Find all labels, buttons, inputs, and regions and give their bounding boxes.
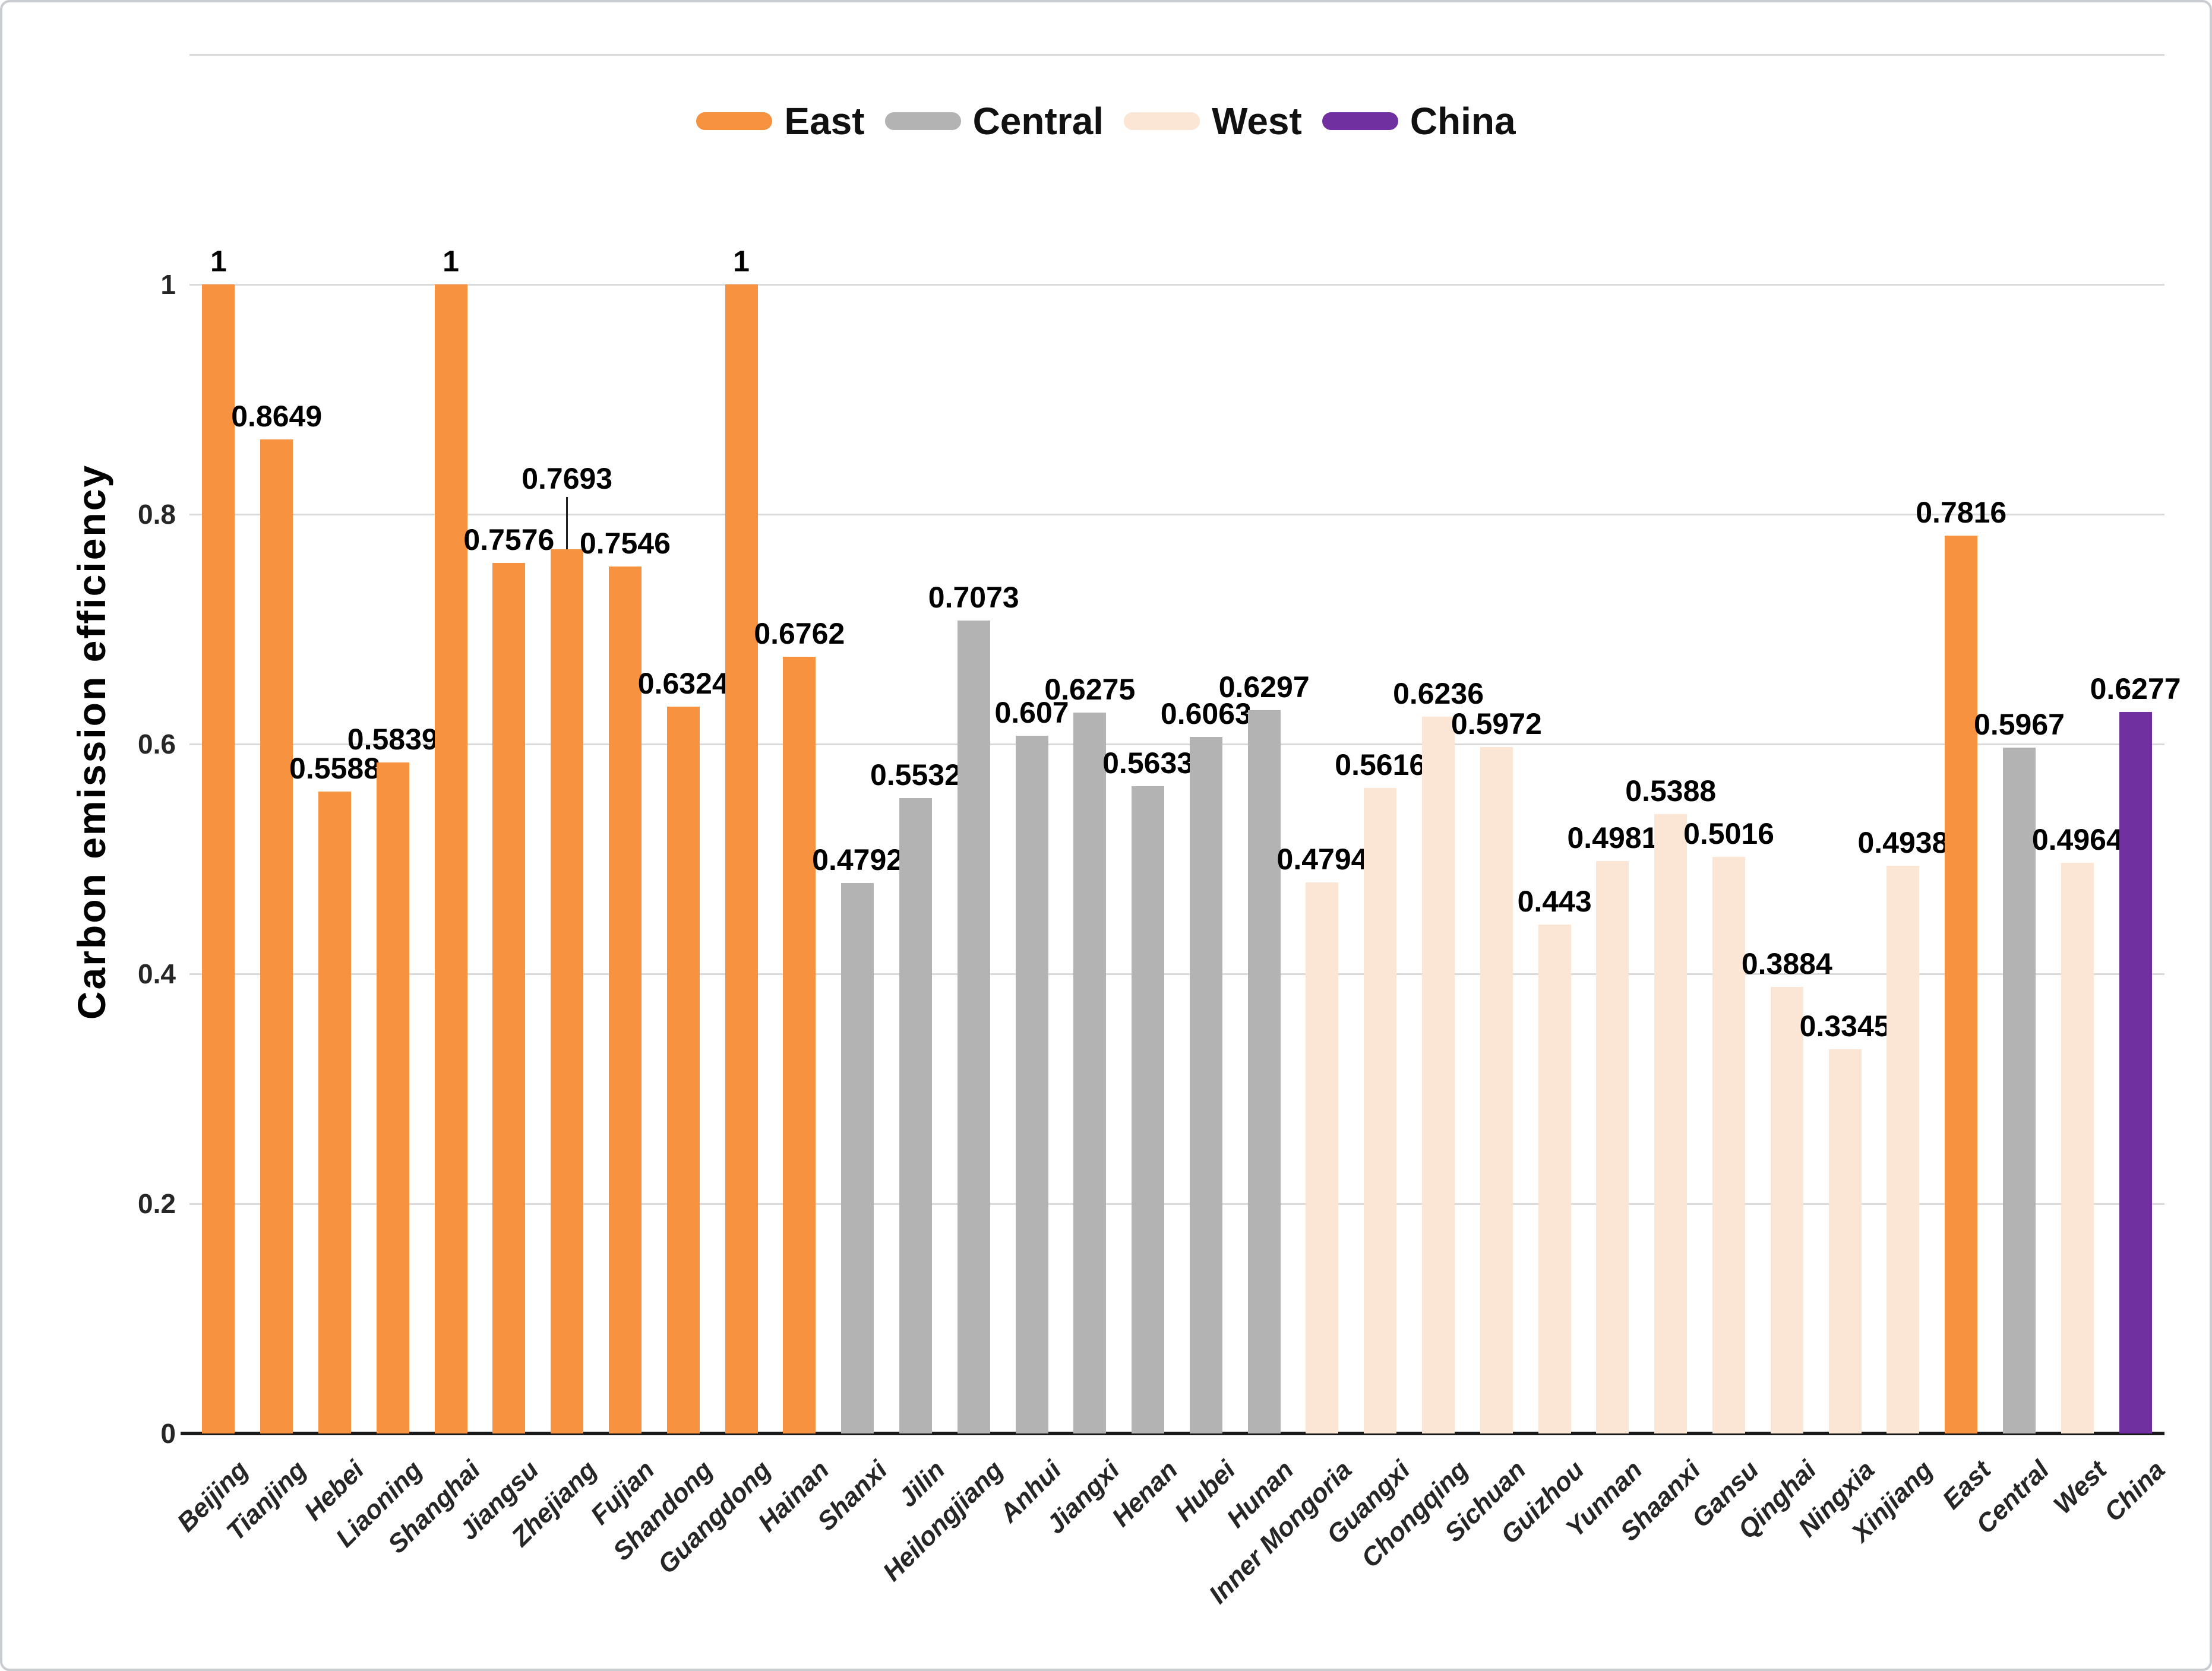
value-label-shanghai: 1 <box>443 245 459 278</box>
x-axis-line <box>181 1432 2164 1435</box>
bar-shaanxi <box>1654 814 1688 1433</box>
value-label-east: 0.7816 <box>1916 495 2007 529</box>
bar-anhui <box>1015 736 1048 1433</box>
bar-yunnan <box>1596 861 1629 1433</box>
bar-qinghai <box>1770 987 1803 1433</box>
value-label-inner-mongoria: 0.4794 <box>1276 843 1368 876</box>
value-label-west: 0.4964 <box>2031 823 2123 857</box>
bar-zhejiang <box>551 549 584 1433</box>
bar-jiangxi <box>1073 712 1107 1433</box>
gridline <box>189 743 2164 745</box>
bar-fujian <box>608 566 642 1433</box>
legend-swatch-china <box>1322 112 1398 130</box>
value-label-hainan: 0.6762 <box>754 616 845 650</box>
y-tick-label: 0.2 <box>138 1188 176 1219</box>
value-label-hebei: 0.5588 <box>289 751 380 785</box>
value-label-sichuan: 0.5972 <box>1451 707 1542 741</box>
gridline <box>189 514 2164 515</box>
value-label-qinghai: 0.3884 <box>1741 947 1832 981</box>
bar-hubei <box>1189 736 1222 1433</box>
legend-item-central: Central <box>884 100 1104 143</box>
bar-xinjiang <box>1886 866 1920 1433</box>
value-label-central: 0.5967 <box>1974 708 2065 742</box>
value-label-heilongjiang: 0.7073 <box>928 581 1019 615</box>
value-label-yunnan: 0.4981 <box>1567 821 1658 855</box>
bar-tianjing <box>260 439 293 1433</box>
bar-sichuan <box>1480 747 1513 1433</box>
bar-hebei <box>318 791 351 1433</box>
bar-jiangsu <box>492 563 526 1433</box>
value-label-jilin: 0.5532 <box>870 758 961 792</box>
y-tick-label: 0.6 <box>138 729 176 759</box>
bar-central <box>2003 748 2036 1433</box>
leader-line-zhejiang <box>566 497 568 550</box>
value-label-shanxi: 0.4792 <box>812 843 903 876</box>
value-label-guangxi: 0.5616 <box>1335 748 1426 782</box>
value-label-fujian: 0.7546 <box>579 526 671 560</box>
bar-hainan <box>783 656 816 1433</box>
legend-swatch-west <box>1124 112 1200 130</box>
bar-gansu <box>1712 857 1746 1433</box>
bar-chongqing <box>1422 717 1455 1433</box>
value-label-beijing: 1 <box>210 245 227 278</box>
legend: East Central West China <box>2 102 2210 140</box>
bar-liaoning <box>376 762 409 1433</box>
legend-item-west: West <box>1124 102 1302 140</box>
legend-label-central: Central <box>972 100 1104 143</box>
legend-item-china: China <box>1322 102 1516 140</box>
bar-henan <box>1132 786 1165 1433</box>
legend-swatch-east <box>696 112 773 130</box>
bar-guangdong <box>725 284 758 1433</box>
bar-beijing <box>202 284 235 1433</box>
value-label-liaoning: 0.5839 <box>347 723 438 757</box>
bar-heilongjiang <box>957 621 990 1433</box>
gridline <box>189 973 2164 975</box>
value-label-shandong: 0.6324 <box>637 667 729 701</box>
value-label-anhui: 0.607 <box>994 696 1069 730</box>
value-label-tianjing: 0.8649 <box>231 400 323 433</box>
value-label-henan: 0.5633 <box>1102 746 1194 780</box>
y-tick-label: 0.4 <box>138 958 176 989</box>
value-label-xinjiang: 0.4938 <box>1857 826 1949 860</box>
gridline <box>189 54 2164 56</box>
bar-west <box>2061 863 2094 1433</box>
value-label-jiangsu: 0.7576 <box>463 523 555 557</box>
value-label-jiangxi: 0.6275 <box>1044 672 1136 706</box>
value-label-gansu: 0.5016 <box>1683 817 1774 851</box>
bar-hunan <box>1247 710 1281 1433</box>
bar-east <box>1945 535 1978 1433</box>
bar-ningxia <box>1828 1049 1862 1433</box>
legend-label-china: China <box>1410 100 1516 143</box>
bar-guizhou <box>1538 924 1571 1433</box>
legend-label-east: East <box>784 100 865 143</box>
gridline <box>189 284 2164 286</box>
bar-shanxi <box>841 882 874 1433</box>
legend-label-west: West <box>1212 100 1302 143</box>
y-tick-label: 0.8 <box>138 499 176 530</box>
value-label-ningxia: 0.3345 <box>1799 1009 1891 1043</box>
bar-china <box>2119 712 2152 1433</box>
bar-guangxi <box>1364 788 1397 1433</box>
value-label-hunan: 0.6297 <box>1218 670 1310 704</box>
bar-inner-mongoria <box>1306 882 1339 1433</box>
value-label-chongqing: 0.6236 <box>1393 677 1484 711</box>
y-tick-label: 0 <box>160 1418 176 1449</box>
legend-item-east: East <box>696 100 865 143</box>
value-label-hubei: 0.6063 <box>1160 697 1252 730</box>
bar-shandong <box>666 707 700 1433</box>
y-tick-label: 1 <box>160 269 176 300</box>
gridline <box>189 1203 2164 1205</box>
legend-swatch-central <box>884 112 961 130</box>
bar-shanghai <box>434 284 467 1433</box>
bar-jilin <box>899 797 932 1433</box>
value-label-zhejiang: 0.7693 <box>522 462 613 496</box>
value-label-china: 0.6277 <box>2090 672 2181 706</box>
value-label-guangdong: 1 <box>733 245 750 278</box>
value-label-shaanxi: 0.5388 <box>1625 774 1717 808</box>
value-label-guizhou: 0.443 <box>1517 884 1592 918</box>
